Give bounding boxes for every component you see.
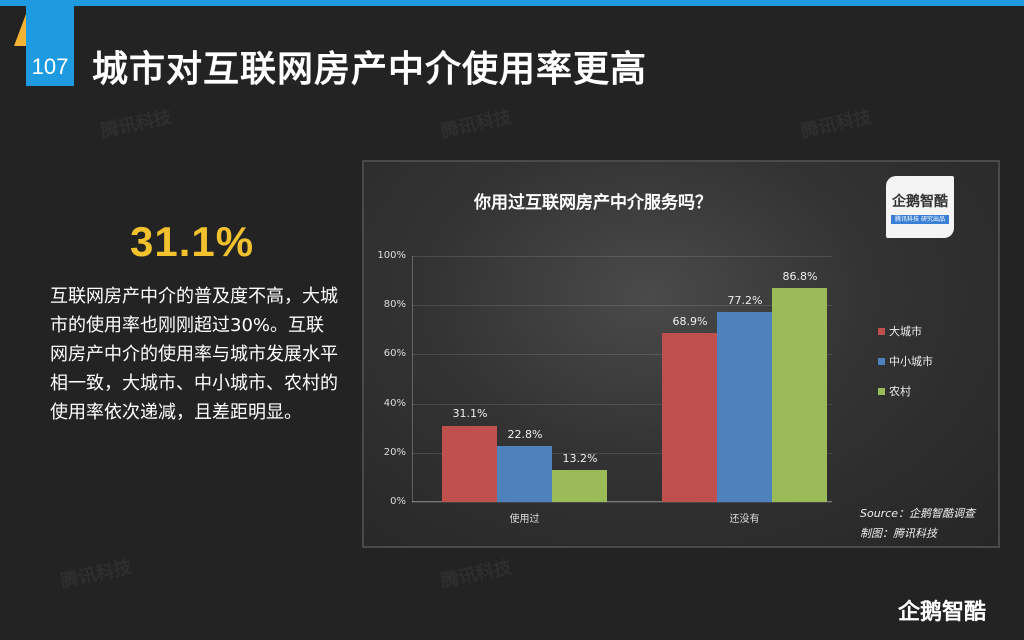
bar-value-label: 68.9% bbox=[672, 314, 708, 328]
source-text: Source：企鹅智酷调查 bbox=[860, 507, 976, 520]
watermark: 腾讯科技 bbox=[798, 106, 874, 143]
y-tick-label: 40% bbox=[383, 397, 406, 409]
gridline bbox=[412, 256, 832, 257]
legend-item: 大城市 bbox=[878, 316, 933, 346]
top-accent-bar bbox=[0, 0, 1024, 6]
bar-value-label: 31.1% bbox=[452, 407, 488, 421]
y-tick-label: 60% bbox=[383, 348, 406, 360]
bar-value-label: 13.2% bbox=[562, 451, 598, 465]
legend-label: 中小城市 bbox=[889, 355, 933, 368]
y-tick-label: 100% bbox=[377, 250, 406, 261]
bar-chart-plot: 0% 20% 40% 60% 80% 100% 31.1% 22.8% 13.2% 使用过 68.9… bbox=[377, 250, 832, 525]
headline-stat: 31.1% bbox=[130, 218, 255, 265]
bar bbox=[772, 288, 827, 502]
legend-swatch bbox=[878, 387, 885, 395]
legend-swatch bbox=[878, 357, 885, 365]
y-tick-label: 80% bbox=[383, 299, 406, 311]
legend-item: 中小城市 bbox=[878, 346, 933, 376]
brand-logo: 企鹅智酷 bbox=[898, 600, 987, 625]
logo-subtext: 腾讯科技 研究出品 bbox=[891, 214, 949, 224]
watermark: 腾讯科技 bbox=[438, 556, 514, 593]
bar bbox=[442, 425, 497, 502]
credit-text: 制图：腾讯科技 bbox=[860, 527, 937, 540]
description-text: 互联网房产中介的普及度不高，大城市的使用率也刚刚超过30%。互联网房产中介的使用… bbox=[50, 286, 338, 423]
bar-value-label: 22.8% bbox=[507, 427, 543, 441]
bar-value-label: 77.2% bbox=[727, 294, 763, 308]
source-note: Source：企鹅智酷调查 制图：腾讯科技 bbox=[860, 504, 975, 544]
gridline bbox=[412, 403, 832, 405]
logo-text: 企鹅智酷 bbox=[892, 193, 948, 210]
accent-triangle bbox=[14, 14, 26, 46]
x-category-label: 还没有 bbox=[729, 514, 760, 525]
bar bbox=[497, 445, 552, 502]
page-title: 城市对互联网房产中介使用率更高 bbox=[92, 49, 648, 90]
chart-panel: 你用过互联网房产中介服务吗？ 企鹅智酷 腾讯科技 研究出品 0% 20% 40% 60… bbox=[362, 160, 1000, 548]
y-tick-label: 0% bbox=[390, 496, 406, 507]
x-category-label: 使用过 bbox=[509, 514, 540, 525]
gridline bbox=[412, 354, 832, 356]
watermark: 腾讯科技 bbox=[58, 556, 134, 593]
chart-title: 你用过互联网房产中介服务吗？ bbox=[474, 193, 712, 213]
y-axis bbox=[412, 256, 413, 502]
gridline bbox=[412, 452, 832, 454]
y-tick-label: 20% bbox=[383, 446, 406, 458]
penguin-logo-card: 企鹅智酷 腾讯科技 研究出品 bbox=[886, 176, 954, 238]
bar bbox=[717, 312, 772, 502]
watermark: 腾讯科技 bbox=[98, 106, 174, 143]
x-axis bbox=[412, 501, 832, 502]
legend-swatch bbox=[878, 327, 885, 335]
legend-label: 大城市 bbox=[889, 325, 922, 338]
legend-item: 农村 bbox=[878, 376, 933, 406]
bar-value-label: 86.8% bbox=[782, 270, 818, 284]
watermark: 腾讯科技 bbox=[438, 106, 514, 143]
bar bbox=[552, 469, 607, 502]
chart-legend: 大城市 中小城市 农村 bbox=[878, 316, 933, 406]
gridline bbox=[412, 305, 832, 307]
legend-label: 农村 bbox=[889, 385, 911, 398]
page-number-badge: 107 bbox=[26, 6, 74, 86]
gridline bbox=[412, 502, 832, 503]
bar bbox=[662, 332, 717, 502]
